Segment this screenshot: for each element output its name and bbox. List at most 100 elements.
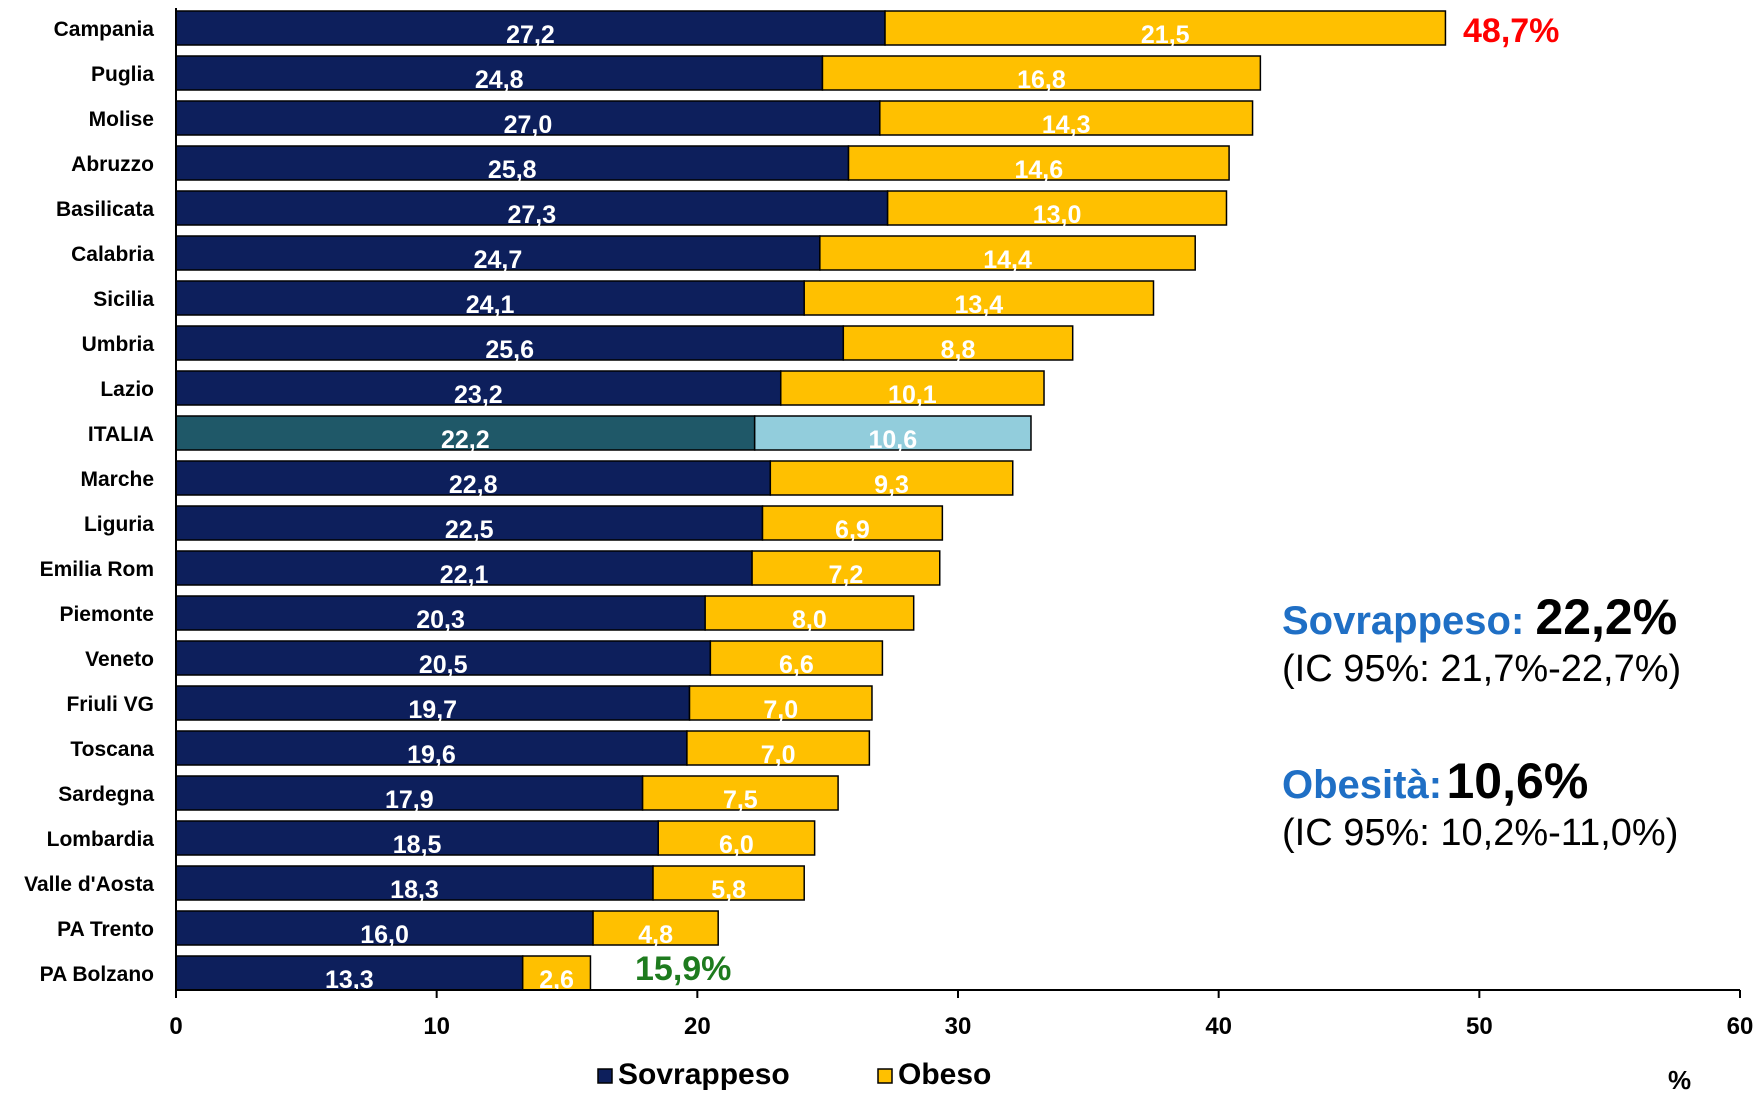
data-label-obeso: 14,4	[983, 246, 1032, 274]
data-label-sovrappeso: 17,9	[385, 786, 434, 814]
x-tick-label: 50	[1466, 1013, 1493, 1040]
bar-obeso	[657, 820, 816, 856]
data-label-sovrappeso: 22,5	[445, 516, 494, 544]
data-label-sovrappeso: 25,6	[485, 336, 534, 364]
category-label: PA Bolzano	[40, 963, 154, 986]
data-label-sovrappeso: 20,3	[416, 606, 465, 634]
bar-obeso	[751, 550, 941, 586]
category-label: Sicilia	[93, 288, 154, 311]
bar-sovrappeso	[175, 55, 824, 91]
data-label-obeso: 6,0	[719, 831, 754, 859]
category-label: Umbria	[82, 333, 155, 356]
data-label-obeso: 7,0	[761, 741, 796, 769]
data-label-sovrappeso: 19,6	[407, 741, 456, 769]
bar-obeso	[884, 10, 1447, 46]
data-label-sovrappeso: 24,8	[475, 66, 524, 94]
bar-sovrappeso	[175, 505, 764, 541]
bar-sovrappeso	[175, 280, 805, 316]
data-label-obeso: 9,3	[874, 471, 909, 499]
data-label-sovrappeso: 22,2	[441, 426, 490, 454]
category-label: Valle d'Aosta	[24, 873, 154, 896]
data-label-obeso: 6,9	[835, 516, 870, 544]
obesity-summary-value: 10,6%	[1446, 753, 1589, 809]
category-label: Piemonte	[59, 603, 154, 626]
bar-obeso	[821, 55, 1262, 91]
data-label-sovrappeso: 22,8	[449, 471, 498, 499]
bar-obeso	[886, 190, 1228, 226]
data-label-sovrappeso: 16,0	[360, 921, 409, 949]
x-tick-label: 20	[684, 1013, 711, 1040]
bar-sovrappeso	[175, 145, 850, 181]
overweight-summary-ci: (IC 95%: 21,7%-22,7%)	[1282, 648, 1682, 690]
data-label-sovrappeso: 20,5	[419, 651, 468, 679]
data-label-obeso: 7,5	[723, 786, 758, 814]
category-label: Puglia	[91, 63, 154, 86]
category-label: Liguria	[84, 513, 154, 536]
bar-obeso	[761, 505, 944, 541]
obesity-summary: Obesità: 10,6% (IC 95%: 10,2%-11,0%)	[1282, 752, 1678, 855]
bar-sovrappeso	[175, 415, 756, 451]
category-label: Calabria	[71, 243, 154, 266]
category-label: Friuli VG	[66, 693, 154, 716]
obesity-summary-name: Obesità:	[1282, 763, 1443, 807]
overweight-summary-sep: :	[1510, 599, 1536, 643]
data-label-sovrappeso: 18,3	[390, 876, 439, 904]
x-tick-label: 0	[169, 1013, 182, 1040]
bar-obeso	[847, 145, 1230, 181]
x-axis-unit-label: %	[1668, 1065, 1692, 1095]
data-label-sovrappeso: 27,3	[507, 201, 556, 229]
data-label-obeso: 16,8	[1017, 66, 1066, 94]
bar-sovrappeso	[175, 595, 706, 631]
data-label-sovrappeso: 27,0	[504, 111, 553, 139]
legend-swatch-sovrappeso	[597, 1068, 613, 1084]
data-label-sovrappeso: 18,5	[393, 831, 442, 859]
bar-obeso	[803, 280, 1155, 316]
data-label-obeso: 13,4	[955, 291, 1004, 319]
data-label-obeso: 13,0	[1033, 201, 1082, 229]
data-label-obeso: 14,6	[1014, 156, 1063, 184]
category-label: Marche	[80, 468, 154, 491]
bar-obeso	[688, 685, 873, 721]
overweight-summary: Sovrappeso: 22,2% (IC 95%: 21,7%-22,7%)	[1282, 588, 1681, 691]
bar-sovrappeso	[175, 460, 772, 496]
bar-obeso	[652, 865, 805, 901]
bar-sovrappeso	[175, 910, 594, 946]
min-total-annotation: 15,9%	[635, 950, 732, 988]
bar-obeso	[842, 325, 1074, 361]
category-label: ITALIA	[88, 423, 154, 446]
bar-obeso	[779, 370, 1045, 406]
overweight-summary-name: Sovrappeso	[1282, 599, 1511, 643]
legend-label-obeso: Obeso	[898, 1058, 991, 1091]
category-label: PA Trento	[57, 918, 154, 941]
data-label-sovrappeso: 25,8	[488, 156, 537, 184]
category-label: Lazio	[100, 378, 154, 401]
bar-sovrappeso	[175, 100, 881, 136]
x-tick-label: 30	[945, 1013, 972, 1040]
bar-sovrappeso	[175, 955, 524, 991]
max-total-annotation: 48,7%	[1463, 12, 1560, 50]
category-label: Abruzzo	[71, 153, 154, 176]
data-label-sovrappeso: 23,2	[454, 381, 503, 409]
data-label-sovrappeso: 27,2	[506, 21, 555, 49]
bar-obeso	[769, 460, 1014, 496]
data-label-obeso: 6,6	[779, 651, 814, 679]
bar-sovrappeso	[175, 775, 644, 811]
bar-sovrappeso	[175, 10, 886, 46]
category-label: Toscana	[70, 738, 154, 761]
x-tick-label: 60	[1727, 1013, 1754, 1040]
data-label-obeso: 8,8	[941, 336, 976, 364]
category-label: Veneto	[85, 648, 154, 671]
data-label-obeso: 7,2	[829, 561, 864, 589]
category-label: Molise	[89, 108, 154, 131]
bar-obeso	[592, 910, 719, 946]
data-label-obeso: 5,8	[711, 876, 746, 904]
data-label-obeso: 7,0	[763, 696, 798, 724]
bar-obeso	[704, 595, 915, 631]
category-label: Campania	[54, 18, 155, 41]
data-label-obeso: 8,0	[792, 606, 827, 634]
data-label-obeso: 10,1	[888, 381, 937, 409]
x-tick-label: 40	[1205, 1013, 1232, 1040]
bar-obeso	[641, 775, 839, 811]
data-label-obeso: 4,8	[638, 921, 673, 949]
